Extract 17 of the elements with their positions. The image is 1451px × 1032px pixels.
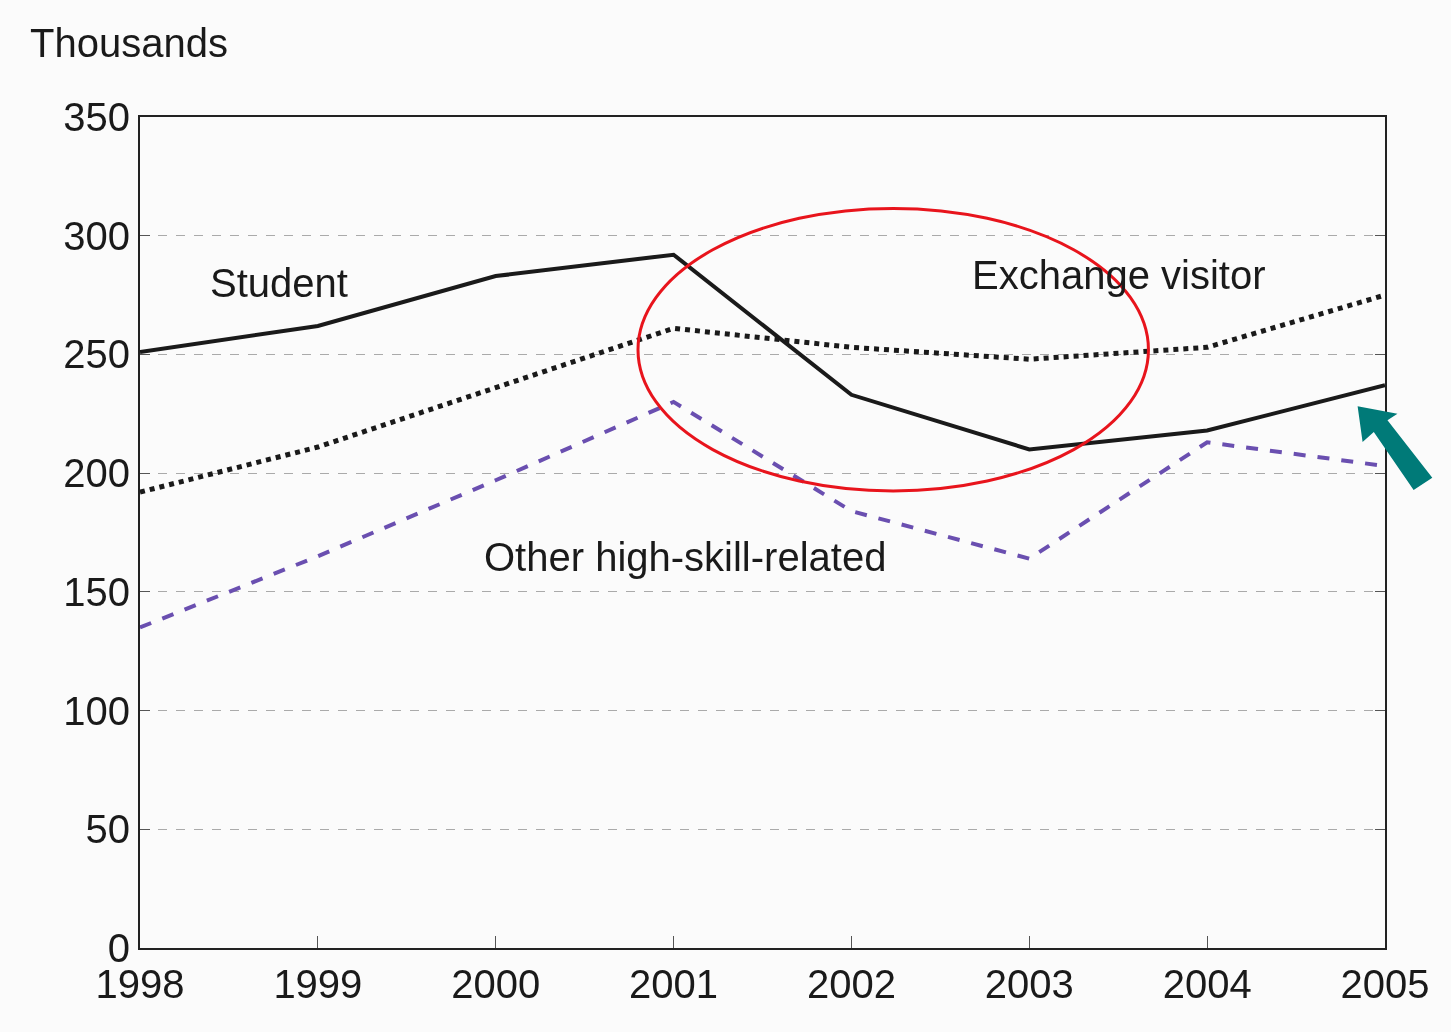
y-tick-label: 250: [63, 332, 130, 377]
x-tick-label: 2005: [1340, 962, 1430, 1006]
x-tick-label: 2001: [629, 962, 719, 1006]
y-axis-title: Thousands: [30, 21, 228, 65]
y-tick-label: 350: [63, 95, 130, 139]
x-tick-label: 2000: [451, 962, 541, 1006]
y-tick-label: 100: [63, 688, 130, 733]
series-label: Other high-skill-related: [484, 535, 887, 579]
y-tick-label: 200: [63, 451, 130, 496]
y-tick-label: 50: [85, 807, 130, 852]
y-tick-label: 300: [63, 213, 130, 258]
series-label: Student: [210, 261, 348, 305]
x-tick-label: 2003: [984, 962, 1074, 1006]
x-tick-label: 2004: [1162, 962, 1252, 1006]
y-tick-label: 150: [63, 569, 130, 614]
x-tick-label: 2002: [806, 962, 896, 1006]
x-tick-label: 1999: [273, 962, 363, 1006]
